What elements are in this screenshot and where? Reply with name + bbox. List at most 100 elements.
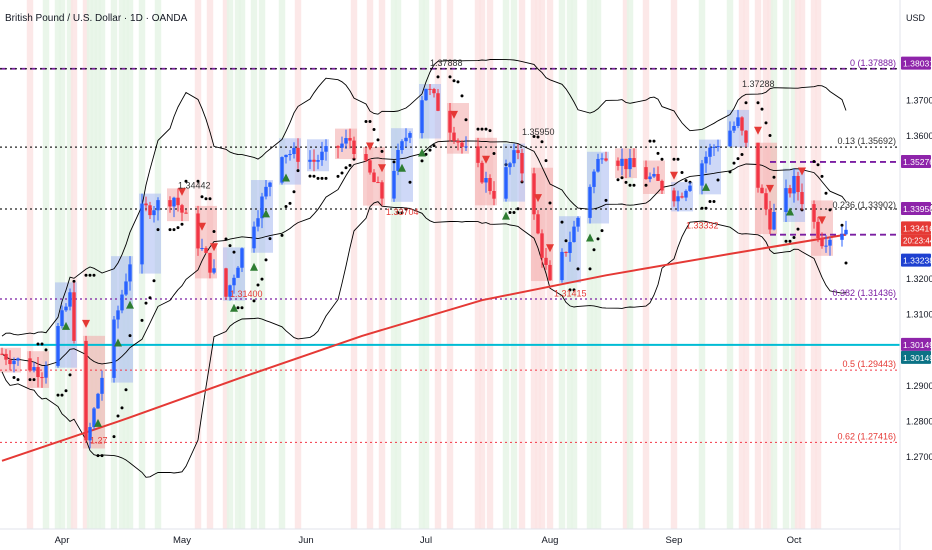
candle-body xyxy=(796,175,800,193)
buy-triangle xyxy=(282,173,290,182)
sar-dot xyxy=(60,393,64,397)
x-tick-label: Aug xyxy=(542,535,559,546)
sell-triangle xyxy=(482,155,490,164)
session-stripe xyxy=(814,0,822,529)
candle-body xyxy=(268,182,272,187)
candle-body xyxy=(436,93,440,111)
candle-body xyxy=(540,233,544,258)
candle-body xyxy=(656,173,660,181)
y-tick-label: 1.29000 xyxy=(906,381,932,391)
sar-dot xyxy=(648,139,652,143)
candle-body xyxy=(592,171,596,187)
candle-body xyxy=(128,264,132,282)
sar-dot xyxy=(536,135,540,139)
sar-dot xyxy=(576,267,580,271)
horizontal-levels xyxy=(0,67,900,443)
candle-body xyxy=(340,143,344,148)
candle-body xyxy=(296,147,300,162)
sar-dot xyxy=(140,318,144,322)
sar-dot xyxy=(168,228,172,232)
candle-body xyxy=(768,209,772,230)
sar-dot xyxy=(600,229,604,233)
candle-body xyxy=(376,182,380,184)
session-stripe xyxy=(278,0,286,529)
candle-body xyxy=(96,393,100,409)
candle-body xyxy=(620,158,624,166)
sar-dot xyxy=(100,454,104,458)
sar-dot xyxy=(144,301,148,305)
candle-body xyxy=(712,146,716,148)
session-stripe xyxy=(486,0,494,529)
session-stripe xyxy=(394,0,402,529)
bull-zone-box xyxy=(503,143,525,202)
candle-body xyxy=(604,158,608,161)
candle-body xyxy=(828,239,832,246)
sar-dot xyxy=(268,237,272,241)
candle-body xyxy=(112,319,116,378)
sar-dot xyxy=(680,170,684,174)
time-axis[interactable]: Apr May Jun Jul Aug Sep Oct xyxy=(55,535,802,546)
candle-body xyxy=(564,251,568,253)
y-tick-label: 1.28000 xyxy=(906,417,932,427)
candle-body xyxy=(224,268,228,297)
candle-body xyxy=(568,242,572,253)
candle-body xyxy=(12,360,16,365)
candle-body xyxy=(344,138,348,144)
session-stripe xyxy=(478,0,486,529)
sar-dot xyxy=(708,199,712,203)
sar-dot xyxy=(236,306,240,310)
candle-body xyxy=(532,173,536,215)
sar-dot xyxy=(740,152,744,156)
fib-level-label: 0.236 (1.33902) xyxy=(832,200,896,210)
candle-body xyxy=(728,130,732,147)
session-stripe xyxy=(594,0,602,529)
sar-dot xyxy=(796,227,800,231)
price-point-label: 1.33332 xyxy=(686,220,719,230)
session-stripe xyxy=(446,0,454,529)
candle-body xyxy=(88,427,92,441)
candle-body xyxy=(68,292,72,307)
moving-average-line xyxy=(1,233,847,462)
session-stripe xyxy=(70,0,78,529)
session-stripe xyxy=(590,0,598,529)
candle-body xyxy=(708,147,712,157)
sar-dot xyxy=(784,239,788,243)
buy-triangle xyxy=(262,209,270,218)
candle-body xyxy=(140,203,144,265)
sar-dot xyxy=(112,435,116,439)
candle-body xyxy=(560,251,564,281)
sar-dot xyxy=(736,157,740,161)
sar-dot xyxy=(364,119,368,123)
candle-body xyxy=(788,188,792,194)
candle-body xyxy=(124,281,128,295)
sar-dot xyxy=(32,378,36,382)
sell-triangle xyxy=(450,110,458,119)
candle-body xyxy=(392,170,396,199)
candle-body xyxy=(488,178,492,192)
bear-zone-box xyxy=(811,200,833,256)
session-stripe xyxy=(726,0,734,529)
sar-dot xyxy=(460,94,464,98)
candle-body xyxy=(36,367,40,378)
sar-dot xyxy=(116,414,120,418)
sar-dot xyxy=(120,406,124,410)
sar-dot xyxy=(240,306,244,310)
sar-dot xyxy=(336,174,340,178)
sar-dot xyxy=(768,134,772,138)
candle-body xyxy=(476,146,480,163)
sar-dot xyxy=(296,169,300,173)
sar-dot xyxy=(204,197,208,201)
candle-body xyxy=(812,204,816,222)
sar-dot xyxy=(40,342,44,346)
candle-body xyxy=(324,146,328,152)
candle-body xyxy=(520,153,524,174)
sar-dot xyxy=(308,174,312,178)
buy-triangle xyxy=(586,233,594,242)
session-stripe xyxy=(510,0,518,529)
candle-body xyxy=(288,154,292,156)
sar-dot xyxy=(788,239,792,243)
sar-dot xyxy=(172,228,176,232)
session-stripe xyxy=(762,0,770,529)
sar-dot xyxy=(712,199,716,203)
